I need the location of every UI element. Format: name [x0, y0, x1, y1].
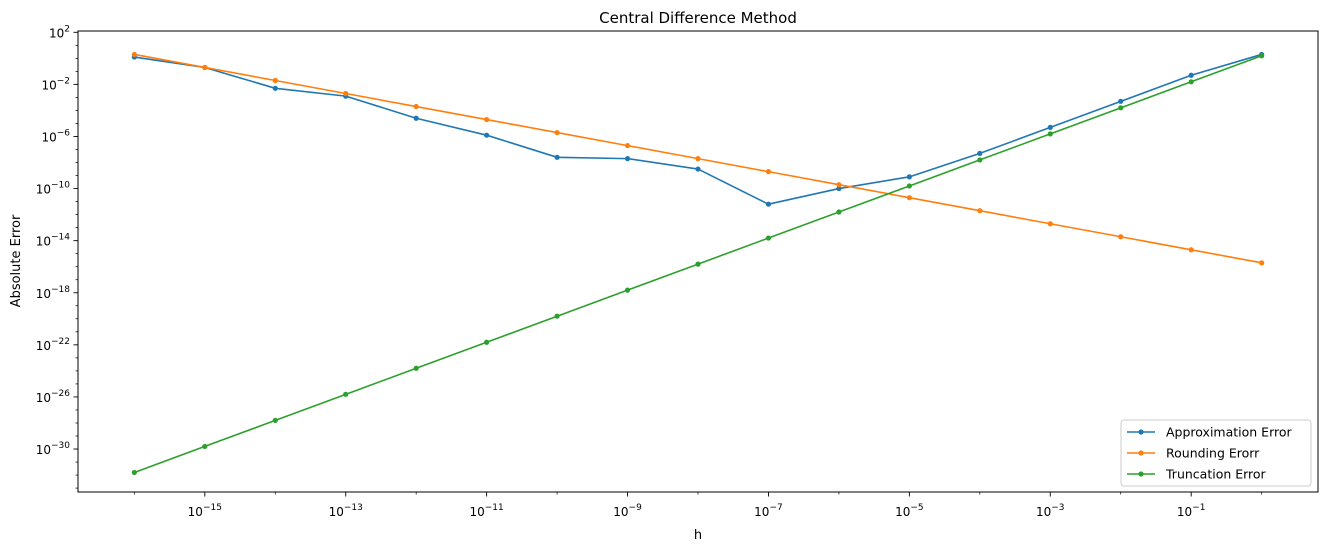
- data-point: [695, 261, 701, 267]
- data-point: [554, 313, 560, 319]
- data-point: [765, 201, 772, 207]
- y-tick-label: 10−26: [36, 389, 71, 405]
- data-point: [1188, 79, 1194, 85]
- y-tick-label: 10−22: [36, 337, 70, 353]
- x-tick-label: 10−11: [469, 503, 503, 519]
- y-tick-label: 102: [49, 24, 70, 40]
- legend: Approximation Error Rounding Erorr Truncat…: [1120, 419, 1312, 487]
- data-point: [272, 417, 278, 423]
- legend-box: [1120, 419, 1312, 487]
- data-point: [1118, 98, 1124, 104]
- data-point: [413, 365, 419, 371]
- data-point: [765, 169, 772, 175]
- data-point: [1047, 221, 1053, 227]
- data-point: [977, 157, 983, 163]
- data-point: [1259, 53, 1265, 59]
- y-tick-label: 10−6: [41, 128, 70, 144]
- data-point: [272, 77, 278, 84]
- legend-item: Truncation Error: [1127, 467, 1267, 482]
- data-point: [1118, 105, 1124, 111]
- series-truncation-error: [131, 53, 1265, 476]
- y-tick-label: 10−14: [36, 233, 71, 249]
- data-point: [272, 85, 278, 91]
- legend-marker: [1138, 450, 1144, 456]
- legend-label: Truncation Error: [1165, 467, 1267, 482]
- data-point: [413, 115, 419, 121]
- legend-marker: [1138, 471, 1144, 477]
- y-tick-label: 10−18: [36, 285, 71, 301]
- legend-marker: [1138, 429, 1144, 435]
- y-tick-label: 10−10: [36, 181, 71, 197]
- series-layer: [131, 51, 1265, 476]
- data-point: [413, 103, 419, 110]
- x-tick-label: 10−5: [895, 503, 924, 519]
- data-point: [484, 132, 490, 138]
- y-tick-label: 10−30: [36, 441, 71, 457]
- data-point: [836, 182, 842, 188]
- data-point: [1259, 260, 1265, 266]
- series-approximation-error: [131, 51, 1265, 207]
- data-point: [202, 64, 208, 71]
- chart-title: Central Difference Method: [599, 9, 797, 27]
- data-point: [624, 156, 631, 162]
- data-point: [343, 90, 349, 97]
- data-point: [624, 287, 631, 293]
- data-point: [836, 185, 842, 192]
- data-point: [1047, 124, 1053, 130]
- y-axis-ticks: 102 10−2 10−6 10−10 10−14 10−18 10−22 10−26 10−3…: [36, 24, 78, 489]
- data-point: [906, 183, 912, 189]
- data-point: [484, 339, 490, 345]
- data-point: [765, 235, 772, 241]
- series-rounding-erorr: [131, 51, 1265, 266]
- data-point: [906, 195, 912, 201]
- data-point: [484, 116, 490, 123]
- data-point: [906, 174, 912, 180]
- legend-item: Rounding Erorr: [1127, 446, 1260, 461]
- x-tick-label: 10−15: [188, 503, 222, 519]
- data-point: [202, 443, 208, 450]
- data-point: [977, 150, 983, 157]
- x-axis-label: h: [694, 528, 702, 543]
- data-point: [1047, 131, 1053, 137]
- x-tick-label: 10−1: [1177, 503, 1206, 519]
- x-tick-label: 10−13: [329, 503, 363, 519]
- data-point: [836, 209, 842, 215]
- data-point: [131, 51, 137, 58]
- data-point: [554, 154, 560, 160]
- x-tick-label: 10−7: [754, 503, 783, 519]
- legend-label: Approximation Error: [1166, 425, 1293, 440]
- data-point: [977, 208, 983, 214]
- data-point: [131, 469, 137, 476]
- data-point: [1188, 72, 1194, 78]
- data-point: [343, 391, 349, 397]
- y-axis-label: Absolute Error: [9, 214, 24, 307]
- legend-label: Rounding Erorr: [1166, 446, 1260, 461]
- data-point: [1118, 234, 1124, 240]
- plot-frame: [77, 30, 1319, 493]
- x-tick-label: 10−3: [1036, 503, 1065, 519]
- data-point: [695, 156, 701, 162]
- data-point: [624, 142, 631, 149]
- data-point: [554, 129, 560, 136]
- legend-item: Approximation Error: [1127, 425, 1293, 440]
- x-axis-ticks: 10−15 10−13 10−11 10−9 10−7 10−5 10−3 10−1: [134, 492, 1262, 519]
- x-tick-label: 10−9: [613, 503, 642, 519]
- y-tick-label: 10−2: [41, 76, 70, 92]
- data-point: [695, 166, 701, 172]
- data-point: [1188, 247, 1194, 253]
- series-line-approximation-error: [134, 53, 1262, 205]
